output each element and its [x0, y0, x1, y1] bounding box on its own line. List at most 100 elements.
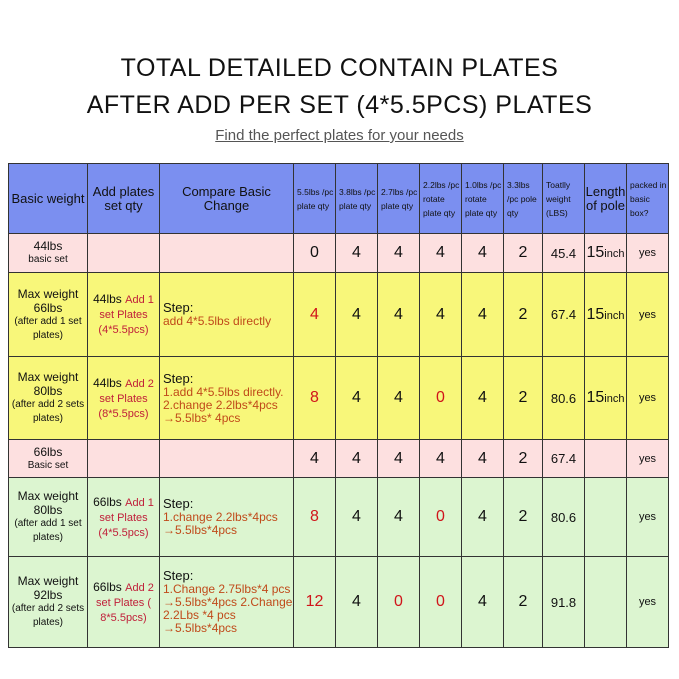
pole-length-cell [584, 556, 627, 648]
title-line-2: AFTER ADD PER SET (4*5.5PCS) PLATES [86, 91, 593, 119]
add-plates-cell: 44lbs Add 1 set Plates (4*5.5pcs) [87, 272, 160, 357]
total-weight: 67.4 [542, 439, 585, 478]
qty-cell: 4 [335, 272, 378, 357]
column-header: 3.3lbs /pc pole qty [503, 163, 543, 234]
total-weight: 80.6 [542, 477, 585, 557]
total-weight: 80.6 [542, 356, 585, 440]
add-detail: Add 2 set Plates (8*5.5pcs) [98, 377, 154, 420]
add-base: 66lbs [93, 579, 122, 594]
total-weight: 45.4 [542, 233, 585, 273]
qty-cell: 2 [503, 439, 543, 478]
qty-cell: 4 [461, 556, 504, 648]
table-row: Max weight 80lbs (after add 1 set plates)… [8, 477, 669, 557]
qty-cell: 4 [461, 439, 504, 478]
qty-cell: 12 [293, 556, 336, 648]
qty-cell: 4 [461, 272, 504, 357]
add-plates-cell [87, 439, 160, 478]
qty-cell: 4 [335, 556, 378, 648]
step-text: 1.Change 2.75lbs*4 pcs →5.5lbs*4pcs 2.Ch… [163, 582, 293, 635]
qty-cell: 4 [419, 233, 462, 273]
basic-weight-note: Basic set [27, 459, 69, 471]
basic-weight: Max weight 92lbs [17, 574, 79, 602]
qty-cell: 0 [419, 356, 462, 440]
qty-cell: 2 [503, 272, 543, 357]
qty-cell: 4 [335, 439, 378, 478]
pole-length-cell: 15inch [584, 356, 627, 440]
qty-cell: 4 [335, 233, 378, 273]
basic-weight-cell: Max weight 80lbs (after add 2 sets plates… [8, 356, 88, 440]
qty-cell: 4 [461, 233, 504, 273]
column-header: 5.5lbs /pc plate qty [293, 163, 336, 234]
step-text: add 4*5.5lbs directly [163, 314, 272, 328]
column-header: Toatlly weight (LBS) [542, 163, 585, 234]
pole-unit: inch [604, 248, 625, 260]
step-text: 1.change 2.2lbs*4pcs →5.5lbs*4pcs [163, 510, 278, 537]
pole-length: 15 [586, 244, 605, 261]
add-plates-cell: 44lbs Add 2 set Plates (8*5.5pcs) [87, 356, 160, 440]
step-title: Step: [163, 370, 194, 386]
basic-weight: Max weight 66lbs [17, 286, 79, 315]
subtitle-link[interactable]: Find the perfect plates for your needs [215, 127, 464, 144]
change-cell: Step: 1.change 2.2lbs*4pcs →5.5lbs*4pcs [159, 477, 294, 557]
add-detail: Add 2 set Plates ( 8*5.5pcs) [95, 581, 154, 624]
basic-weight: 66lbs [33, 444, 63, 459]
change-cell: Step: add 4*5.5lbs directly [159, 272, 294, 357]
qty-cell: 4 [461, 356, 504, 440]
add-detail: Add 1 set Plates (4*5.5pcs) [98, 294, 154, 336]
qty-cell: 2 [503, 556, 543, 648]
table-row: 66lbs Basic set 4 4 4 4 4 2 67.4 yes [8, 439, 669, 478]
qty-cell: 2 [503, 233, 543, 273]
qty-cell: 4 [419, 272, 462, 357]
step-title: Step: [163, 568, 194, 583]
packed-cell: yes [626, 272, 669, 357]
basic-weight-cell: Max weight 66lbs (after add 1 set plates) [8, 272, 88, 357]
pole-length-cell [584, 439, 627, 478]
packed-cell: yes [626, 233, 669, 273]
step-text: 1.add 4*5.5lbs directly. 2.change 2.2lbs… [163, 384, 284, 425]
column-header: Basic weight [8, 163, 88, 234]
basic-weight-note: (after add 1 set plates) [14, 518, 82, 543]
basic-weight: Max weight 80lbs [17, 489, 79, 517]
table-row: Max weight 80lbs (after add 2 sets plates… [8, 356, 669, 440]
column-header: packed in basic box? [626, 163, 669, 234]
add-plates-cell [87, 233, 160, 273]
qty-cell: 4 [335, 477, 378, 557]
packed-cell: yes [626, 439, 669, 478]
basic-weight-note: (after add 1 set plates) [14, 315, 82, 341]
qty-cell: 4 [335, 356, 378, 440]
qty-cell: 4 [461, 477, 504, 557]
change-cell: Step: 1.add 4*5.5lbs directly. 2.change 2… [159, 356, 294, 440]
add-base: 44lbs [93, 375, 122, 390]
qty-cell: 4 [377, 477, 420, 557]
basic-weight-cell: Max weight 80lbs (after add 1 set plates) [8, 477, 88, 557]
title-line-1: TOTAL DETAILED CONTAIN PLATES [120, 54, 559, 82]
table-row: Max weight 66lbs (after add 1 set plates)… [8, 272, 669, 357]
basic-weight-note: basic set [28, 254, 68, 265]
packed-cell: yes [626, 356, 669, 440]
step-title: Step: [163, 496, 194, 511]
qty-cell: 4 [377, 272, 420, 357]
add-base: 44lbs [93, 292, 122, 306]
basic-weight-cell: Max weight 92lbs (after add 2 sets plates… [8, 556, 88, 648]
packed-cell: yes [626, 556, 669, 648]
change-cell: Step: 1.Change 2.75lbs*4 pcs →5.5lbs*4pcs… [159, 556, 294, 648]
table-row: Max weight 92lbs (after add 2 sets plates… [8, 556, 669, 648]
qty-cell: 4 [377, 233, 420, 273]
step-title: Step: [163, 300, 194, 315]
total-weight: 91.8 [542, 556, 585, 648]
pole-length: 15 [586, 389, 605, 406]
total-weight: 67.4 [542, 272, 585, 357]
packed-cell: yes [626, 477, 669, 557]
qty-cell: 2 [503, 477, 543, 557]
pole-length-cell [584, 477, 627, 557]
qty-cell: 8 [293, 477, 336, 557]
qty-cell: 0 [377, 556, 420, 648]
basic-weight-note: (after add 2 sets plates) [11, 603, 85, 628]
column-header: Compare Basic Change [159, 163, 294, 234]
qty-cell: 4 [377, 356, 420, 440]
qty-cell: 4 [377, 439, 420, 478]
basic-weight-cell: 66lbs Basic set [8, 439, 88, 478]
basic-weight: Max weight 80lbs [17, 370, 79, 398]
basic-weight-note: (after add 2 sets plates) [11, 399, 85, 424]
plates-table: Basic weight Add plates set qty Compare Ba… [8, 163, 669, 648]
